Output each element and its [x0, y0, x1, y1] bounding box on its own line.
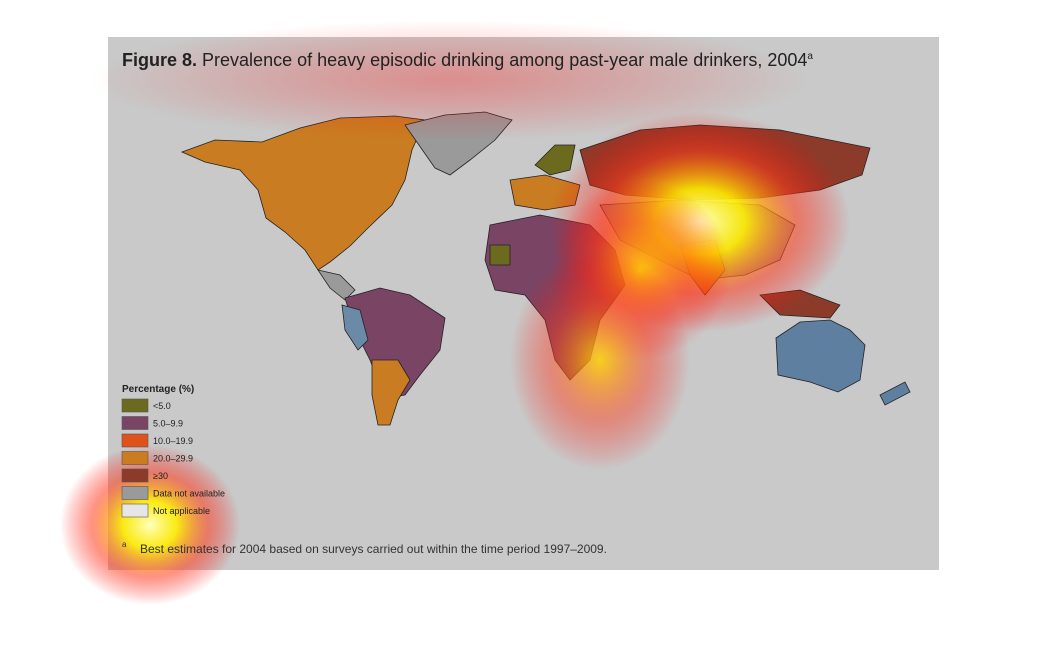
- legend-label: Data not available: [153, 489, 225, 499]
- scandinavia: [534, 144, 576, 176]
- legend-label: <5.0: [153, 401, 171, 411]
- figure-title: Figure 8. Prevalence of heavy episodic d…: [122, 50, 813, 70]
- legend-swatch: [121, 486, 149, 500]
- heat-spot: [60, 445, 240, 605]
- legend-swatch: [121, 433, 149, 448]
- legend-title: Percentage (%): [122, 384, 194, 395]
- legend-swatch: [121, 451, 149, 465]
- footnote: Best estimates for 2004 based on surveys…: [140, 542, 607, 556]
- legend-label: 20.0–29.9: [153, 454, 193, 464]
- legend-swatch: [121, 398, 149, 413]
- peru: [341, 304, 369, 351]
- footnote-marker: a: [122, 540, 127, 549]
- australia: [775, 319, 866, 393]
- argentina: [371, 359, 411, 426]
- legend-swatch: [121, 416, 149, 430]
- legend: <5.0 5.0–9.9 10.0–19.9 20.0–29.9 ≥30 Data not…: [121, 398, 225, 518]
- figure-label: Figure 8.: [122, 50, 197, 70]
- legend-label: 5.0–9.9: [153, 419, 183, 429]
- south-america: [344, 287, 446, 399]
- central-america: [317, 269, 356, 301]
- legend-label: ≥30: [153, 471, 168, 481]
- west-africa: [489, 244, 511, 266]
- legend-label: Not applicable: [153, 506, 210, 516]
- heat-spot: [510, 250, 690, 470]
- new-zealand: [879, 381, 911, 406]
- title-text: Prevalence of heavy episodic drinking am…: [202, 50, 807, 70]
- legend-swatch: [121, 468, 149, 483]
- heat-spot: [90, 20, 810, 140]
- title-superscript: a: [807, 51, 813, 62]
- legend-label: 10.0–19.9: [153, 436, 193, 446]
- legend-swatch: [121, 503, 149, 518]
- heatmap-overlay: [60, 20, 850, 605]
